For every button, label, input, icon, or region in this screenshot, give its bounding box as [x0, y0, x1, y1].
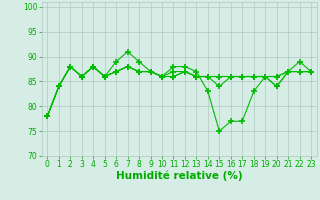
X-axis label: Humidité relative (%): Humidité relative (%) [116, 171, 243, 181]
